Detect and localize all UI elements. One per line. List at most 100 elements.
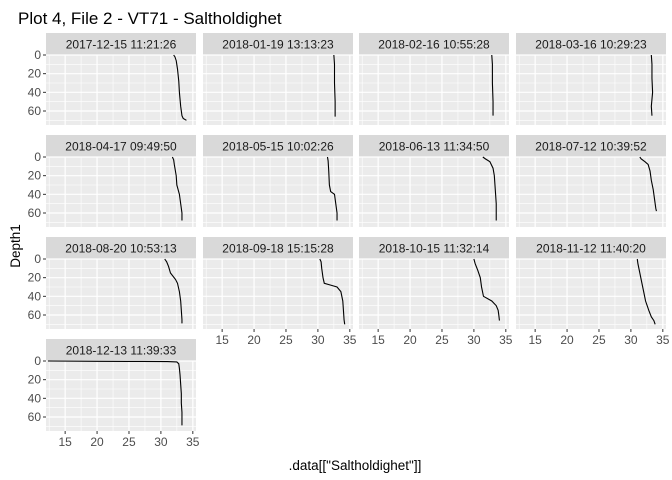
y-tick-label: 60 <box>28 104 42 118</box>
series-line <box>173 54 187 121</box>
x-tick-label: 30 <box>467 333 481 347</box>
panel-background <box>516 157 666 227</box>
series-line <box>650 54 654 116</box>
series-line <box>491 54 494 116</box>
x-axis-title: .data[["Saltholdighet"]] <box>289 458 422 473</box>
facet-strip-label: 2018-08-20 10:53:13 <box>65 242 177 256</box>
facet-strip <box>203 135 353 157</box>
panel-background <box>359 157 509 227</box>
x-tick-label: 25 <box>122 435 136 449</box>
panel-background <box>203 157 353 227</box>
series-line <box>171 156 183 221</box>
y-tick-label: 40 <box>28 187 42 201</box>
x-tick-label: 25 <box>435 333 449 347</box>
facet-strip <box>516 237 666 259</box>
y-tick-label: 0 <box>34 354 41 368</box>
facet-strip <box>46 339 196 361</box>
facet-strip-label: 2018-06-13 11:34:50 <box>379 140 490 154</box>
panel-background <box>516 259 666 329</box>
x-tick-label: 35 <box>186 435 200 449</box>
facet-strip <box>359 237 509 259</box>
y-tick-label: 0 <box>34 252 41 266</box>
series-line <box>319 258 346 325</box>
series-line <box>482 156 497 221</box>
facet-panel: 2017-12-15 11:21:26 0 20 40 60 <box>28 33 196 125</box>
series-line <box>164 258 183 324</box>
facet-panel: 2018-11-12 11:40:20 15 20 25 30 35 <box>516 237 670 347</box>
facet-strip-label: 2018-01-19 13:13:23 <box>222 38 334 52</box>
x-tick-label: 20 <box>560 333 574 347</box>
facet-panel: 2018-09-18 15:15:28 15 20 25 30 35 <box>203 237 357 347</box>
facet-strip-label: 2018-12-13 11:39:33 <box>66 344 177 358</box>
y-tick-label: 20 <box>28 271 42 285</box>
x-tick-label: 25 <box>279 333 293 347</box>
y-tick-label: 40 <box>28 85 42 99</box>
y-tick-label: 60 <box>28 308 42 322</box>
facet-panel: 2018-01-19 13:13:23 <box>203 33 353 125</box>
panel-background <box>359 55 509 125</box>
facet-panel: 2018-12-13 11:39:33 0 20 40 60 15 20 25 30 35 <box>28 339 200 449</box>
panel-background <box>46 157 196 227</box>
x-tick-label: 15 <box>215 333 229 347</box>
x-tick-label: 20 <box>90 435 104 449</box>
series-line <box>473 258 500 321</box>
facet-strip <box>516 33 666 55</box>
facet-panel: 2018-10-15 11:32:14 15 20 25 30 35 <box>359 237 513 347</box>
facet-strip <box>203 33 353 55</box>
facet-strip-label: 2018-02-16 10:55:28 <box>378 38 490 52</box>
series-line <box>639 156 657 212</box>
x-tick-label: 35 <box>656 333 670 347</box>
y-tick-label: 0 <box>34 48 41 62</box>
y-tick-label: 20 <box>28 169 42 183</box>
facet-panel: 2018-05-15 10:02:26 <box>203 135 353 227</box>
y-tick-label: 20 <box>28 373 42 387</box>
y-tick-label: 60 <box>28 410 42 424</box>
facet-panel: 2018-06-13 11:34:50 <box>359 135 509 227</box>
facet-strip <box>359 33 509 55</box>
y-tick-label: 60 <box>28 206 42 220</box>
facet-panels: 2017-12-15 11:21:26 0 20 40 60 2018-01-19 13:… <box>28 33 670 449</box>
x-tick-label: 15 <box>528 333 542 347</box>
y-tick-label: 40 <box>28 289 42 303</box>
x-tick-label: 30 <box>154 435 168 449</box>
panel-background <box>203 259 353 329</box>
x-tick-label: 15 <box>58 435 72 449</box>
x-tick-label: 30 <box>624 333 638 347</box>
y-tick-label: 20 <box>28 67 42 81</box>
x-tick-label: 25 <box>592 333 606 347</box>
facet-strip <box>46 135 196 157</box>
facet-strip-label: 2018-09-18 15:15:28 <box>222 242 334 256</box>
series-line <box>333 54 336 117</box>
x-tick-label: 35 <box>343 333 357 347</box>
facet-strip-label: 2018-04-17 09:49:50 <box>65 140 177 154</box>
facet-strip-label: 2018-05-15 10:02:26 <box>222 140 334 154</box>
facet-strip <box>516 135 666 157</box>
y-axis-title: Depth1 <box>8 224 23 268</box>
facet-strip-label: 2018-07-12 10:39:52 <box>535 140 647 154</box>
y-tick-label: 40 <box>28 391 42 405</box>
panel-background <box>46 361 196 431</box>
series-line <box>326 156 338 221</box>
facet-strip <box>359 135 509 157</box>
x-tick-label: 15 <box>371 333 385 347</box>
facet-panel: 2018-02-16 10:55:28 <box>359 33 509 125</box>
facet-panel: 2018-04-17 09:49:50 0 20 40 60 <box>28 135 196 227</box>
facet-strip <box>46 33 196 55</box>
facet-panel: 2018-07-12 10:39:52 <box>516 135 666 227</box>
series-line <box>47 360 183 426</box>
facet-strip-label: 2018-03-16 10:29:23 <box>535 38 647 52</box>
chart-title: Plot 4, File 2 - VT71 - Saltholdighet <box>18 9 282 28</box>
facet-strip <box>203 237 353 259</box>
x-tick-label: 20 <box>247 333 261 347</box>
x-tick-label: 35 <box>499 333 513 347</box>
panel-background <box>359 259 509 329</box>
x-tick-label: 20 <box>403 333 417 347</box>
facet-strip-label: 2018-10-15 11:32:14 <box>379 242 490 256</box>
facet-strip <box>46 237 196 259</box>
series-line <box>636 258 656 325</box>
panel-background <box>516 55 666 125</box>
y-tick-label: 0 <box>34 150 41 164</box>
panel-background <box>46 55 196 125</box>
facet-panel: 2018-08-20 10:53:13 0 20 40 60 <box>28 237 196 329</box>
